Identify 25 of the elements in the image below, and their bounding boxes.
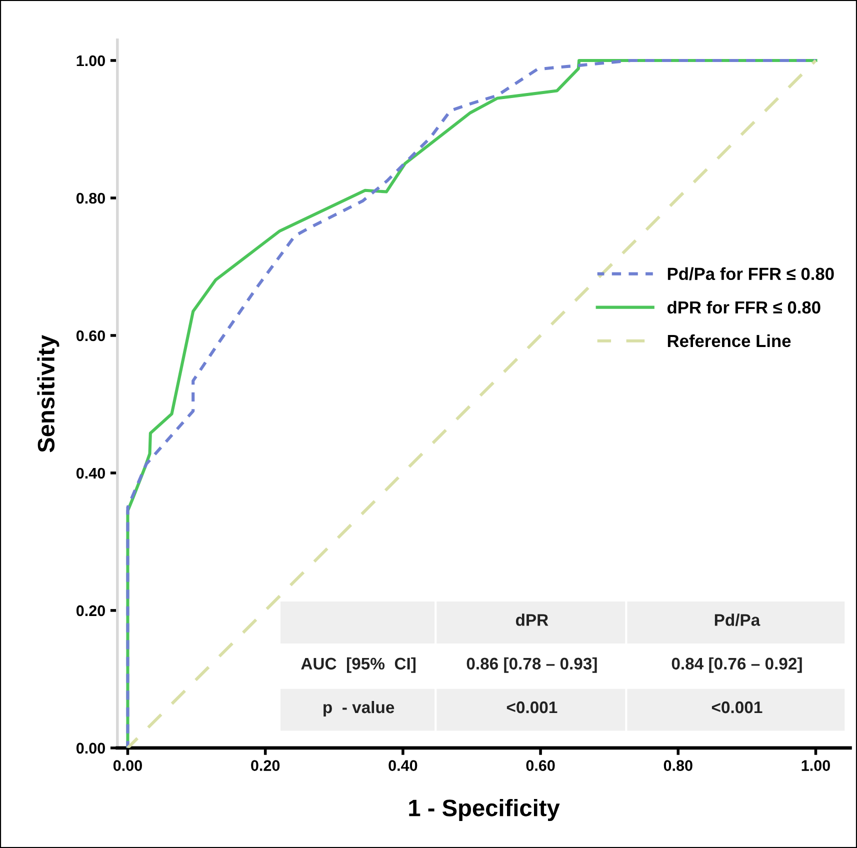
y-tick-label: 0.80 (76, 192, 105, 204)
x-tick-label: 0.20 (251, 760, 280, 771)
x-axis-title: 1 - Specificity (409, 798, 560, 821)
legend-label: dPR for FFR ≤ 0.80 (667, 300, 820, 314)
annotation: AUC [95% CI] (301, 657, 416, 673)
legend-label: Pd/Pa for FFR ≤ 0.80 (668, 267, 834, 280)
x-tick-label: 0.00 (113, 760, 142, 771)
annotation: <0.001 (506, 701, 558, 714)
y-tick-label: 0.40 (76, 468, 105, 479)
x-tick-label: 0.80 (664, 760, 692, 771)
annotation: dPR (516, 614, 548, 626)
legend-label: Reference Line (668, 334, 791, 348)
x-tick-label: 0.60 (526, 760, 555, 771)
y-tick-label: 0.60 (76, 330, 105, 342)
annotation: 0.86 [0.78 – 0.93] (466, 657, 597, 673)
y-axis-title: Sensitivity (37, 334, 60, 452)
y-tick-label: 1.00 (76, 55, 105, 66)
annotation: <0.001 (712, 701, 762, 714)
annotation: p - value (324, 700, 394, 717)
y-tick-label: 0.20 (76, 605, 105, 616)
y-tick-label: 0.00 (76, 742, 105, 754)
annotation: 0.84 [0.76 – 0.92] (672, 657, 802, 673)
x-tick-label: 1.00 (802, 760, 830, 771)
annotation: Pd/Pa (714, 614, 760, 626)
x-tick-label: 0.40 (388, 760, 418, 771)
